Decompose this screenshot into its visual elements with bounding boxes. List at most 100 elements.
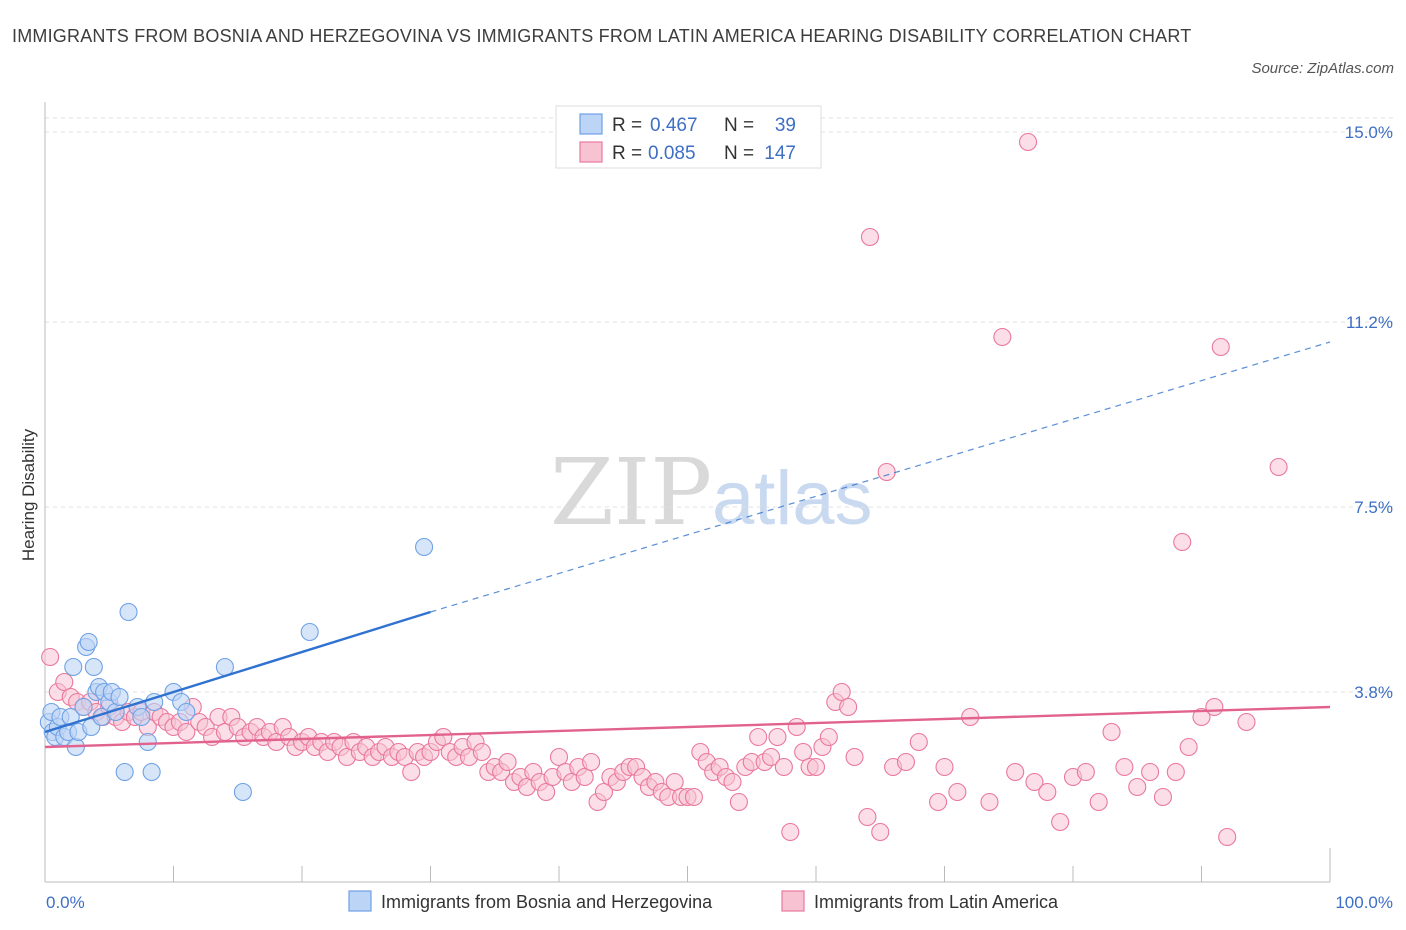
latin-america-point — [1218, 827, 1237, 847]
latin-america-point — [860, 227, 880, 247]
x-tick-label-min: 0.0% — [46, 893, 85, 912]
y-tick-label: 3.8% — [1354, 683, 1393, 702]
chart-title: IMMIGRANTS FROM BOSNIA AND HERZEGOVINA V… — [12, 26, 1192, 46]
latin-america-point — [582, 752, 601, 772]
bosnia-point — [142, 762, 161, 782]
latin-america-point — [896, 752, 916, 772]
bosnia-point — [79, 632, 98, 652]
latin-america-point — [819, 727, 838, 747]
latin-america-point — [781, 822, 800, 842]
bosnia-point — [110, 687, 129, 707]
bottom-legend-label-bosnia: Immigrants from Bosnia and Herzegovina — [381, 892, 713, 912]
latin-america-point — [1051, 812, 1070, 832]
gridlines — [45, 117, 1393, 693]
bosnia-point — [138, 732, 157, 752]
bosnia-point — [177, 702, 196, 722]
bottom-legend-swatch-latin-america — [781, 890, 805, 912]
y-axis-label: Hearing Disability — [19, 428, 38, 561]
latin-america-point — [993, 327, 1012, 347]
latin-america-point — [1179, 737, 1198, 757]
latin-america-point — [1166, 762, 1185, 782]
latin-america-point — [1192, 707, 1211, 727]
latin-america-point — [871, 822, 890, 842]
latin-america-point — [761, 747, 781, 767]
legend-n-label-latin-america: N = — [724, 143, 754, 164]
latin-america-trend-line — [44, 705, 1331, 749]
latin-america-point — [472, 742, 491, 762]
latin-america-point — [839, 697, 858, 717]
legend-swatch-latin-america — [579, 141, 603, 163]
bosnia-point — [74, 697, 93, 717]
latin-america-point — [1102, 722, 1121, 742]
correlation-legend: R = 0.467 N = 39 R = 0.085 N = 147 — [555, 105, 822, 169]
latin-america-point — [794, 742, 813, 762]
y-tick-label: 15.0% — [1345, 123, 1393, 142]
latin-america-point — [1018, 132, 1038, 152]
bosnia-point — [84, 657, 103, 677]
latin-america-point — [1205, 697, 1224, 717]
watermark-zip: ZIP — [550, 439, 712, 546]
latin-america-point — [858, 807, 877, 827]
latin-america-point — [877, 462, 896, 482]
latin-america-point — [498, 752, 517, 772]
bottom-legend-label-latin-america: Immigrants from Latin America — [814, 892, 1059, 912]
latin-america-point — [1269, 457, 1288, 477]
series-legend: Immigrants from Bosnia and Herzegovina I… — [348, 890, 1059, 912]
latin-america-point — [1237, 712, 1256, 732]
bosnia-point — [300, 622, 319, 642]
bosnia-point — [115, 762, 134, 782]
latin-america-point — [684, 787, 703, 807]
latin-america-point — [1141, 762, 1160, 782]
latin-america-point — [787, 717, 806, 737]
latin-america-point — [55, 672, 74, 692]
latin-america-point — [845, 747, 864, 767]
latin-america-point — [1025, 772, 1044, 792]
latin-america-point — [1076, 762, 1095, 782]
legend-n-value-bosnia: 39 — [775, 115, 796, 136]
latin-america-point — [537, 782, 556, 802]
legend-r-value-latin-america: 0.085 — [648, 143, 696, 164]
bosnia-point — [415, 537, 434, 557]
legend-r-value-bosnia: 0.467 — [650, 115, 698, 136]
bosnia-trend-line — [44, 610, 431, 734]
latin-america-point — [980, 792, 999, 812]
source-note: Source: ZipAtlas.com — [1251, 60, 1394, 77]
latin-america-point — [1211, 337, 1230, 357]
y-tick-label: 7.5% — [1354, 498, 1393, 517]
latin-america-point — [935, 757, 954, 777]
latin-america-point — [774, 757, 793, 777]
bosnia-points — [39, 537, 434, 802]
bosnia-point — [233, 782, 252, 802]
latin-america-point — [768, 727, 787, 747]
latin-america-point — [1173, 532, 1192, 552]
bosnia-point — [61, 707, 80, 727]
latin-america-point — [749, 727, 768, 747]
latin-america-point — [41, 647, 60, 667]
latin-america-point — [402, 762, 421, 782]
bottom-legend-swatch-bosnia — [348, 890, 372, 912]
legend-n-value-latin-america: 147 — [764, 143, 796, 164]
latin-america-point — [1128, 777, 1147, 797]
latin-america-point — [434, 727, 453, 747]
legend-r-label-latin-america: R = — [612, 143, 642, 164]
latin-america-point — [1153, 787, 1172, 807]
latin-america-point — [575, 767, 594, 787]
latin-america-point — [948, 782, 967, 802]
y-axis-tick-labels: 3.8% 7.5% 11.2% 15.0% — [1345, 123, 1393, 702]
trend-lines — [44, 341, 1331, 749]
latin-america-point — [177, 722, 196, 742]
latin-america-point — [665, 772, 684, 792]
bosnia-trend-extension — [430, 341, 1331, 613]
latin-america-point — [909, 732, 928, 752]
latin-america-point — [806, 757, 826, 777]
legend-r-label-bosnia: R = — [612, 115, 642, 136]
x-tick-label-max: 100.0% — [1335, 893, 1393, 912]
bosnia-point — [119, 602, 138, 622]
latin-america-point — [594, 782, 614, 802]
legend-n-label-bosnia: N = — [724, 115, 754, 136]
latin-america-point — [723, 772, 742, 792]
legend-swatch-bosnia — [579, 113, 603, 135]
latin-america-point — [1038, 782, 1057, 802]
latin-america-point — [1006, 762, 1025, 782]
